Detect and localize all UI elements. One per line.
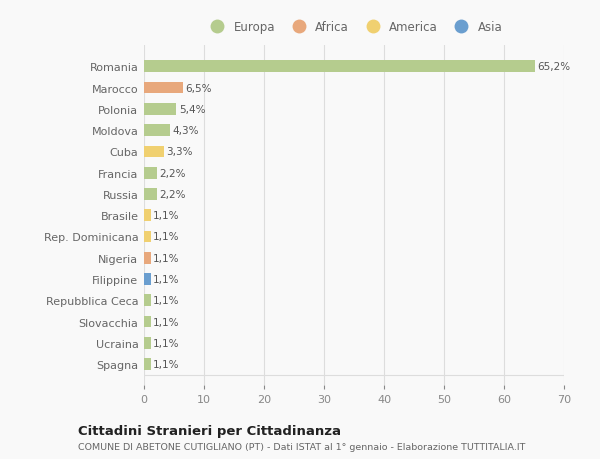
- Bar: [144, 210, 151, 222]
- Text: 1,1%: 1,1%: [153, 317, 179, 327]
- Text: 1,1%: 1,1%: [153, 211, 179, 221]
- Bar: [144, 231, 151, 243]
- Text: 4,3%: 4,3%: [172, 126, 199, 136]
- Bar: [144, 104, 176, 116]
- Bar: [144, 316, 151, 328]
- Bar: [144, 62, 535, 73]
- Bar: [144, 83, 183, 94]
- Text: 1,1%: 1,1%: [153, 359, 179, 369]
- Bar: [144, 358, 151, 370]
- Text: 6,5%: 6,5%: [185, 84, 212, 93]
- Bar: [144, 252, 151, 264]
- Legend: Europa, Africa, America, Asia: Europa, Africa, America, Asia: [202, 18, 506, 38]
- Text: 2,2%: 2,2%: [160, 168, 186, 178]
- Text: Cittadini Stranieri per Cittadinanza: Cittadini Stranieri per Cittadinanza: [78, 425, 341, 437]
- Bar: [144, 146, 164, 158]
- Text: 1,1%: 1,1%: [153, 232, 179, 242]
- Text: 1,1%: 1,1%: [153, 296, 179, 306]
- Text: COMUNE DI ABETONE CUTIGLIANO (PT) - Dati ISTAT al 1° gennaio - Elaborazione TUTT: COMUNE DI ABETONE CUTIGLIANO (PT) - Dati…: [78, 442, 526, 451]
- Text: 1,1%: 1,1%: [153, 274, 179, 285]
- Text: 65,2%: 65,2%: [538, 62, 571, 72]
- Text: 5,4%: 5,4%: [179, 105, 205, 115]
- Text: 2,2%: 2,2%: [160, 190, 186, 200]
- Text: 1,1%: 1,1%: [153, 253, 179, 263]
- Bar: [144, 337, 151, 349]
- Bar: [144, 168, 157, 179]
- Bar: [144, 295, 151, 307]
- Bar: [144, 125, 170, 137]
- Text: 3,3%: 3,3%: [166, 147, 193, 157]
- Bar: [144, 189, 157, 200]
- Text: 1,1%: 1,1%: [153, 338, 179, 348]
- Bar: [144, 274, 151, 285]
